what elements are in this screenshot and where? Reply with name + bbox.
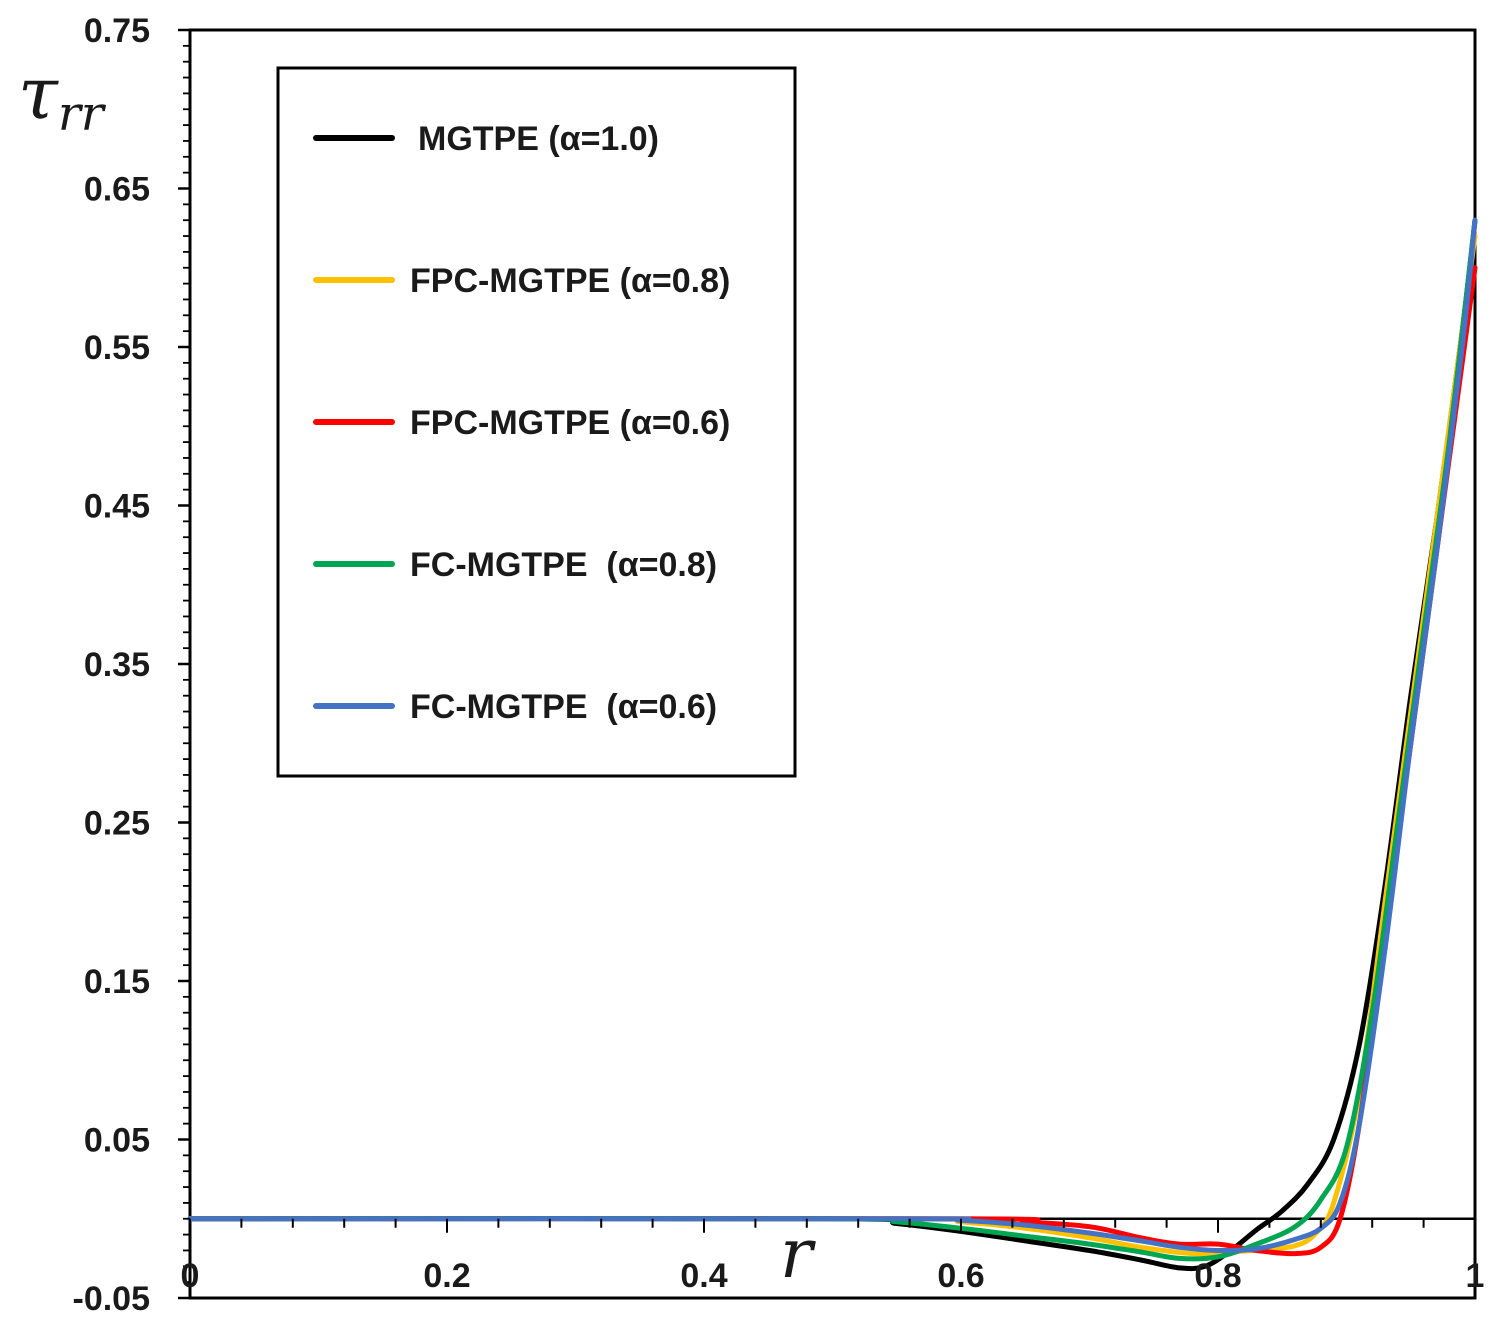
x-tick-label: 1: [1466, 1257, 1485, 1295]
y-tick-label: 0.15: [84, 963, 150, 1001]
ticks-layer: [178, 28, 1476, 1300]
y-tick-label: 0.65: [84, 171, 150, 209]
legend-label-3: FPC-MGTPE (α=0.6): [410, 404, 730, 442]
y-tick-label: 0.45: [84, 488, 150, 526]
y-tick-label: 0.75: [84, 12, 150, 50]
y-axis-title-main: τ: [18, 51, 59, 135]
y-axis-title-sub: rr: [58, 86, 107, 142]
x-tick-label: 0: [181, 1257, 200, 1295]
legend: MGTPE (α=1.0) FPC-MGTPE (α=0.8) FPC-MGTPE …: [276, 66, 797, 778]
labels-layer: -0.05 0.05 0.15 0.25 0.35 0.45 0.55 0.65 0.75 0 0.…: [73, 12, 1485, 1318]
legend-label-5: FC-MGTPE (α=0.6): [410, 688, 717, 726]
x-tick-label: 0.4: [680, 1257, 727, 1295]
legend-label-2: FPC-MGTPE (α=0.8): [410, 262, 730, 300]
legend-label-4: FC-MGTPE (α=0.8): [410, 546, 717, 584]
y-tick-label: 0.35: [84, 646, 150, 684]
y-tick-label: -0.05: [73, 1280, 151, 1318]
y-axis-title: τrr: [18, 51, 107, 142]
x-tick-label: 0.6: [937, 1257, 984, 1295]
x-axis-title: r: [780, 1215, 816, 1294]
x-tick-label: 0.2: [423, 1257, 470, 1295]
y-tick-label: 0.25: [84, 805, 150, 843]
series-line-5: [187, 217, 1478, 1254]
legend-label-1: MGTPE (α=1.0): [418, 120, 659, 158]
x-tick-label: 0.8: [1194, 1257, 1241, 1295]
y-tick-label: 0.55: [84, 329, 150, 367]
series-layer: [187, 217, 1478, 1272]
y-tick-label: 0.05: [84, 1122, 150, 1160]
